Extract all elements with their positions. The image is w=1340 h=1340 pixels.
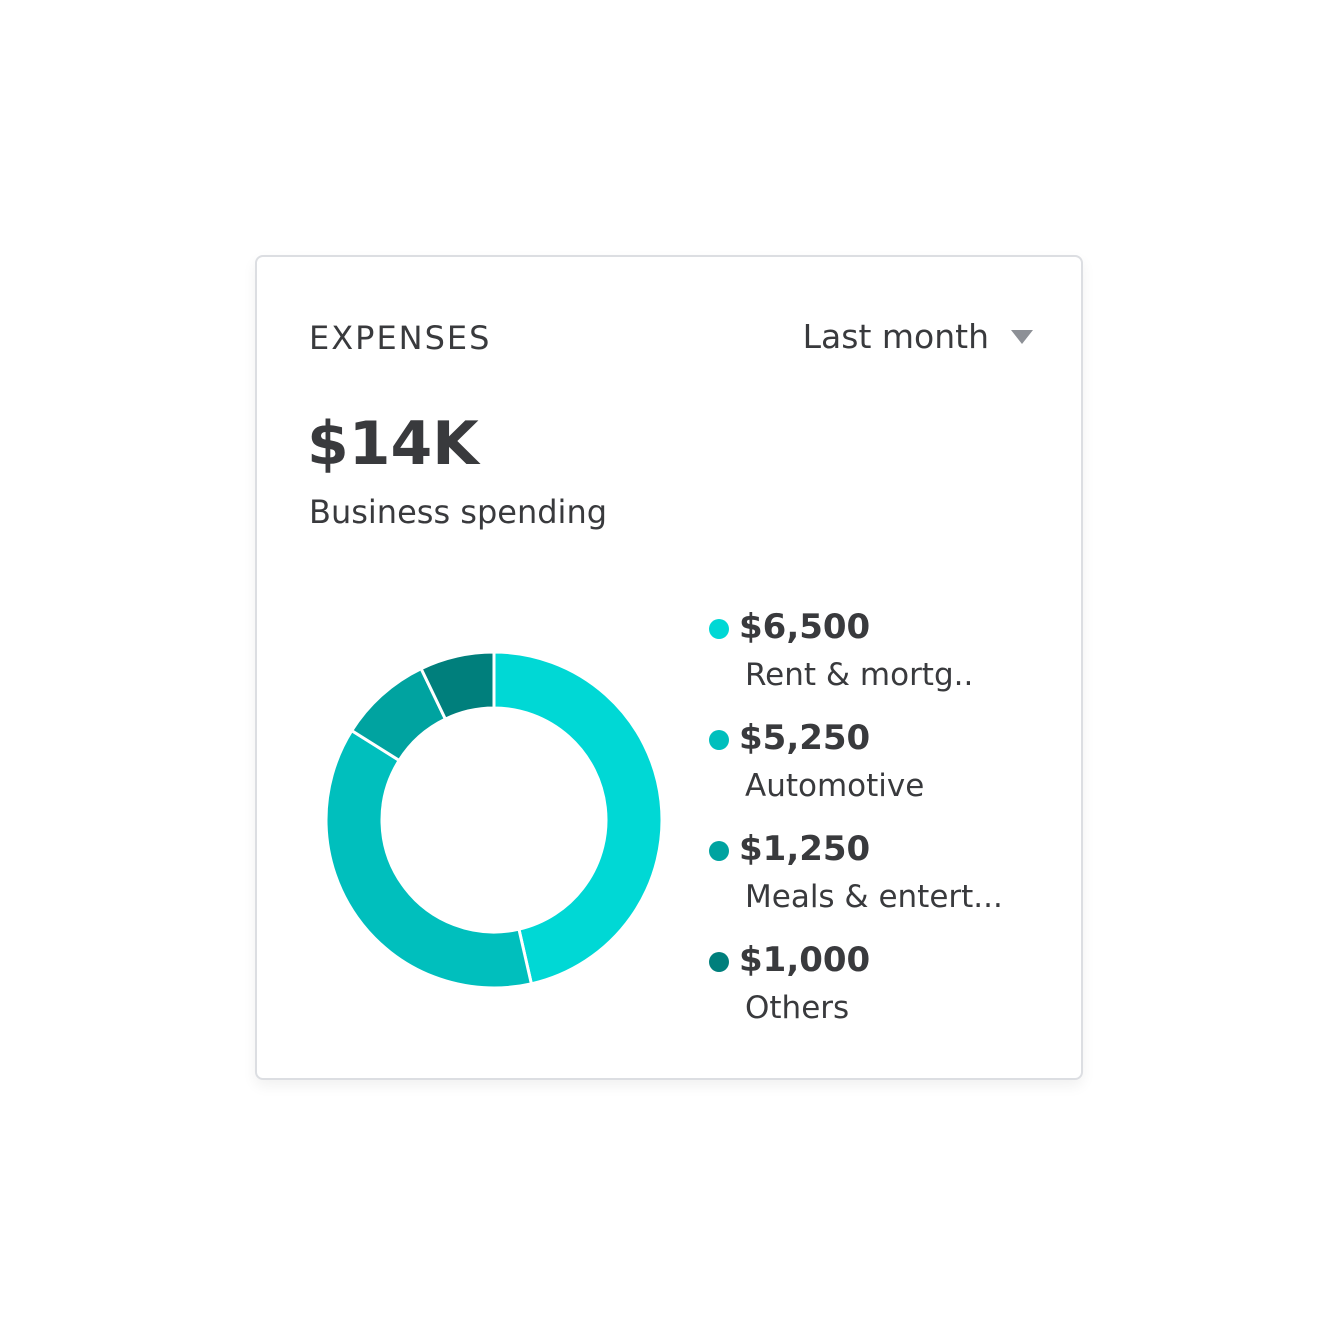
legend-color-dot (709, 730, 729, 750)
legend-label: Automotive (745, 768, 925, 804)
legend-label: Others (745, 990, 850, 1026)
expenses-card: EXPENSES Last month $14K Business spendi… (255, 255, 1083, 1080)
period-dropdown[interactable]: Last month (803, 317, 1033, 356)
donut-slice-2[interactable] (324, 728, 534, 990)
legend-color-dot (709, 841, 729, 861)
legend-label: Meals & entert... (745, 879, 1003, 915)
donut-chart (324, 650, 664, 990)
legend-value: $5,250 (739, 718, 871, 758)
card-title: EXPENSES (309, 319, 492, 357)
legend-value: $1,250 (739, 829, 871, 869)
legend-value: $6,500 (739, 607, 871, 647)
caret-down-icon (1011, 329, 1033, 344)
period-label: Last month (802, 317, 989, 356)
legend-label: Rent & mortg.. (745, 657, 974, 693)
total-amount: $14K (307, 409, 479, 479)
legend-value: $1,000 (739, 940, 871, 980)
total-subtitle: Business spending (309, 493, 608, 531)
legend-color-dot (709, 952, 729, 972)
donut-slice-4[interactable] (419, 650, 496, 722)
donut-slice-1[interactable] (492, 650, 664, 986)
legend-color-dot (709, 619, 729, 639)
